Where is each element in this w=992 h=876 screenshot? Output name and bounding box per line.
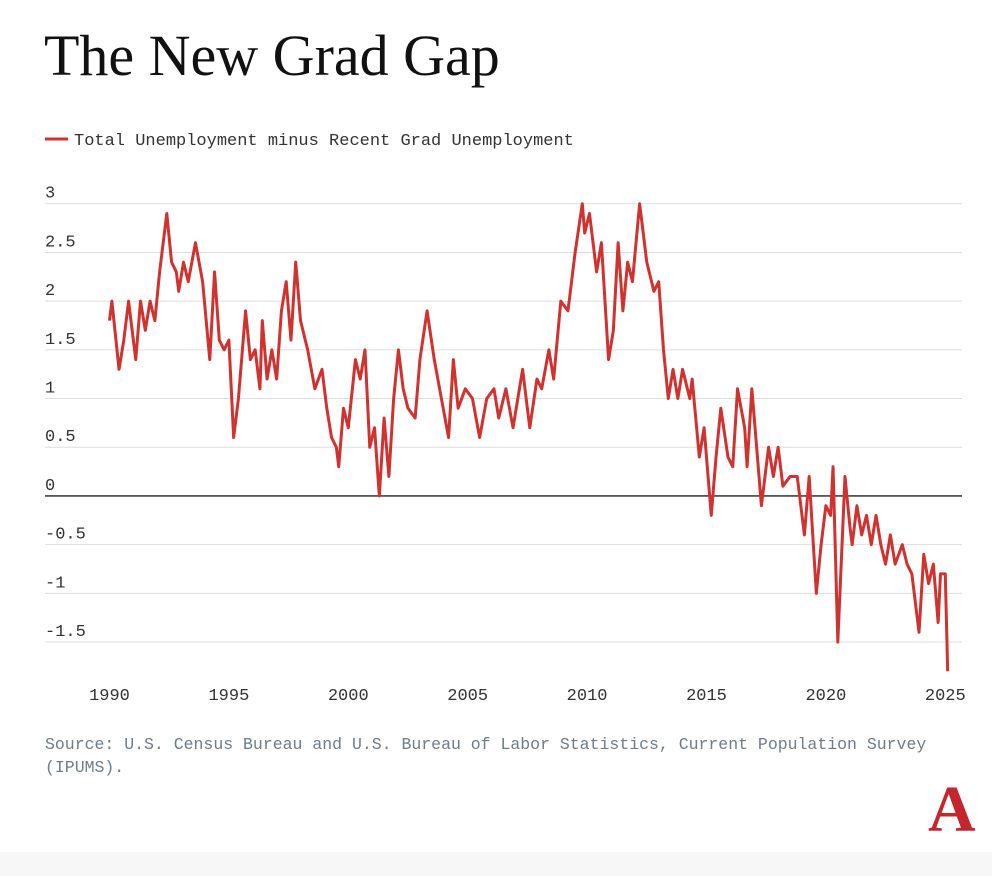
x-tick-label: 2005: [447, 687, 488, 706]
y-tick-label: 3: [45, 185, 55, 204]
chart-title: The New Grad Gap: [44, 23, 500, 88]
x-tick-label: 2000: [328, 687, 369, 706]
data-line: [107, 202, 950, 672]
y-tick-label: 2: [45, 282, 55, 301]
y-tick-label: 0: [45, 477, 55, 496]
x-tick-label: 2015: [686, 687, 727, 706]
y-tick-label: -1: [45, 574, 65, 593]
y-tick-label: 0.5: [45, 428, 76, 447]
y-tick-label: 1.5: [45, 331, 76, 350]
x-tick-label: 2010: [567, 687, 608, 706]
x-tick-label: 2020: [805, 687, 846, 706]
logo: A: [928, 773, 976, 846]
x-tick-label: 2025: [925, 687, 966, 706]
y-tick-label: 2.5: [45, 233, 76, 252]
source-note: Source: U.S. Census Bureau and U.S. Bure…: [45, 735, 927, 777]
legend-label: Total Unemployment minus Recent Grad Une…: [74, 132, 574, 151]
y-tick-label: 1: [45, 380, 55, 399]
y-tick-label: -1.5: [45, 623, 86, 642]
x-tick-label: 1990: [89, 687, 130, 706]
x-tick-label: 1995: [208, 687, 249, 706]
footer-band: [0, 852, 992, 876]
y-tick-label: -0.5: [45, 526, 86, 545]
